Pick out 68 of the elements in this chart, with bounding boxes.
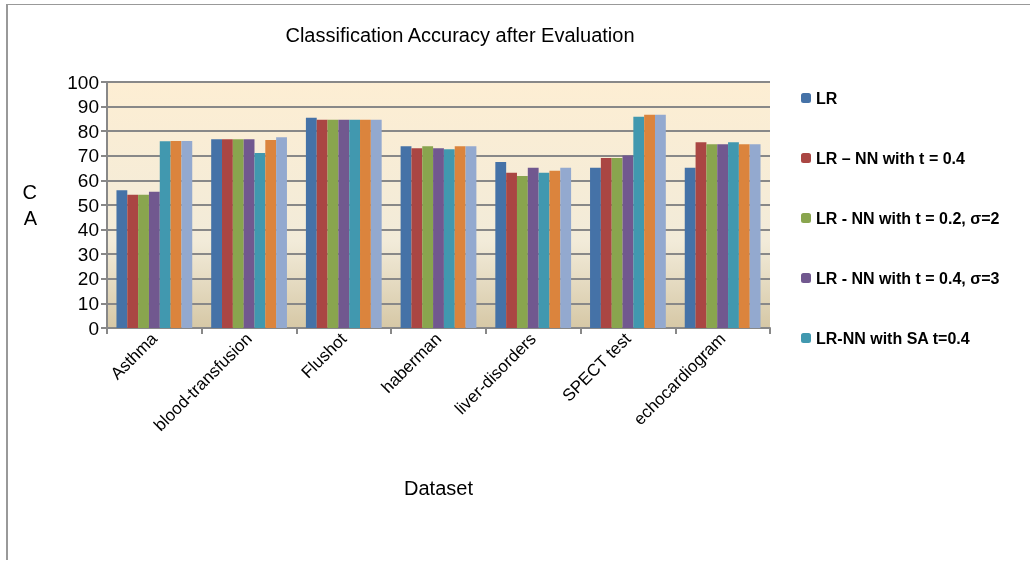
bar [600,158,612,328]
y-tick-label: 0 [88,317,99,339]
y-tick-label: 100 [67,71,99,93]
bar [706,144,718,328]
bar [305,117,317,328]
legend-label: LR [816,89,838,107]
bar [116,190,128,328]
bar [738,144,750,328]
bar [549,170,561,328]
bar [454,146,466,328]
bar [243,139,255,328]
bar [265,140,277,328]
bar [644,114,655,328]
legend-label: LR-NN with SA t=0.4 [816,329,970,347]
bar [338,119,350,328]
bar [211,139,223,328]
bar [422,146,434,328]
bar [276,137,287,328]
y-tick-label: 90 [77,96,99,118]
bar [506,172,517,328]
bar [316,119,328,328]
bar [349,119,361,328]
bar [400,146,412,328]
bar [728,142,739,328]
bar [159,141,171,328]
bar [611,158,623,328]
bar [495,161,507,328]
y-axis-title: C A [22,181,38,229]
y-tick-label: 10 [77,292,99,314]
bar [684,167,696,328]
bar [695,142,707,328]
bar [222,139,233,328]
legend-label: LR - NN with t = 0.4, σ=3 [816,269,1000,287]
bar [181,141,193,328]
x-axis-title: Dataset [404,477,474,499]
y-tick-label: 70 [77,145,99,167]
bar [433,148,444,328]
y-tick-label: 80 [77,120,99,142]
bar [527,167,539,328]
bar [232,139,244,328]
y-tick-label: 40 [77,219,99,241]
legend-label: LR - NN with t = 0.2, σ=2 [816,209,1000,227]
y-tick-label: 50 [77,194,99,216]
y-tick-label: 30 [77,243,99,265]
bar [443,149,455,328]
bar [590,167,601,328]
bar [254,153,266,328]
bar [516,175,528,328]
bar [138,194,149,328]
bar [411,148,423,328]
bar [148,191,160,328]
chart-title: Classification Accuracy after Evaluation [285,24,635,46]
bar [127,194,139,328]
bar [170,141,182,328]
y-tick-label: 60 [77,169,99,191]
bar [538,172,550,328]
bar [749,144,761,328]
bar [327,119,339,328]
bar [717,144,729,328]
bar [560,167,572,328]
bar [654,114,666,328]
bar [465,146,477,328]
bar [370,119,382,328]
bar [622,155,634,328]
y-tick-label: 20 [77,268,99,290]
bar [633,116,645,328]
legend-label: LR – NN with t = 0.4 [816,149,966,167]
bar [360,119,371,328]
